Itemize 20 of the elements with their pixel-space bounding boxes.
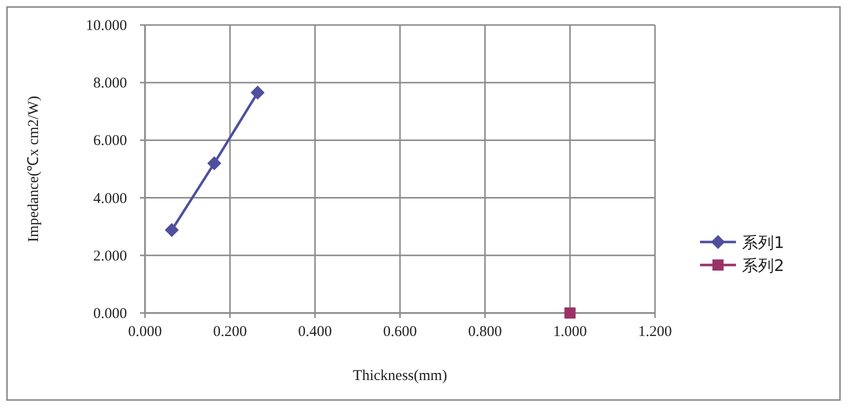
y-tick-label: 4.000 <box>93 190 127 207</box>
x-tick-label: 0.600 <box>383 324 417 340</box>
legend-label: 系列1 <box>742 233 784 252</box>
y-tick-label: 8.000 <box>93 76 127 92</box>
legend-label: 系列2 <box>742 256 784 275</box>
point <box>250 86 265 100</box>
point <box>207 156 222 170</box>
y-tick-label: 2.000 <box>93 248 127 264</box>
x-tick-label: 0.000 <box>128 324 162 340</box>
point <box>164 223 179 238</box>
x-tick-label: 0.200 <box>213 324 247 340</box>
y-tick-label: 0.000 <box>93 306 127 322</box>
x-tick-label: 1.200 <box>638 324 672 340</box>
x-tick-label: 0.400 <box>298 324 332 340</box>
x-axis-title: Thickness(mm) <box>352 368 448 384</box>
y-tick-label: 10.000 <box>86 18 127 34</box>
y-axis-title: Impedance(℃x cm2/W) <box>26 96 42 242</box>
x-tick-label: 0.800 <box>468 324 502 340</box>
y-tick-label: 6.000 <box>93 133 127 150</box>
x-tick-label: 1.000 <box>553 324 587 340</box>
